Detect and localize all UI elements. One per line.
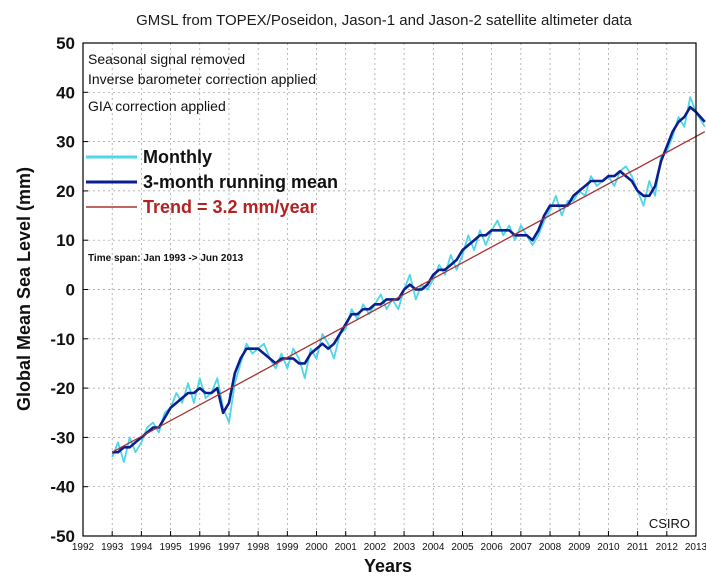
x-tick-label: 2011 [627, 542, 649, 553]
series-line-trend [111, 131, 706, 453]
series-layer [111, 96, 706, 464]
x-tick-label: 2003 [393, 542, 416, 553]
x-tick-label: 2008 [539, 542, 562, 553]
y-axis-ticks: 50 40 30 20 10 0 -10 -20 -30 -40 -50 [50, 34, 88, 546]
legend-label-monthly: Monthly [143, 147, 212, 167]
y-axis-label: Global Mean Sea Level (mm) [14, 167, 34, 411]
x-tick-label: 1999 [276, 542, 299, 553]
series-line-running-mean [112, 105, 706, 454]
y-tick-label: 40 [56, 83, 75, 102]
x-tick-label: 2010 [597, 542, 620, 553]
time-span-note: Time span: Jan 1993 -> Jun 2013 [88, 253, 244, 264]
y-tick-label: 30 [56, 133, 75, 152]
x-axis-ticks: 1992 1993 1994 1995 1996 1997 1998 1999 2000 2001… [72, 531, 706, 553]
x-tick-label: 2002 [364, 542, 387, 553]
y-tick-label: 20 [56, 182, 75, 201]
x-tick-label: 1993 [101, 542, 124, 553]
note-gia: GIA correction applied [88, 98, 226, 114]
y-tick-label: -10 [50, 330, 75, 349]
legend-label-trend: Trend = 3.2 mm/year [143, 197, 317, 217]
x-tick-label: 2000 [305, 542, 328, 553]
y-tick-label: 0 [66, 281, 75, 300]
credit-label: CSIRO [649, 516, 690, 531]
y-tick-label: -40 [50, 478, 75, 497]
x-tick-label: 2006 [481, 542, 504, 553]
x-tick-label: 1997 [218, 542, 241, 553]
notes: Seasonal signal removed Inverse baromete… [88, 51, 316, 264]
chart-title: GMSL from TOPEX/Poseidon, Jason-1 and Ja… [136, 12, 632, 29]
y-tick-label: -20 [50, 379, 75, 398]
note-seasonal: Seasonal signal removed [88, 51, 245, 67]
x-axis-label: Years [364, 556, 412, 576]
x-tick-label: 2005 [451, 542, 474, 553]
y-tick-label: -50 [50, 527, 75, 546]
x-tick-label: 2013 [685, 542, 706, 553]
legend: Monthly 3-month running mean Trend = 3.2… [86, 147, 338, 217]
x-tick-label: 2007 [510, 542, 533, 553]
x-tick-label: 1992 [72, 542, 95, 553]
x-tick-label: 1998 [247, 542, 270, 553]
x-tick-label: 1994 [130, 542, 153, 553]
y-tick-label: 10 [56, 231, 75, 250]
x-tick-label: 1996 [189, 542, 212, 553]
y-tick-label: 50 [56, 34, 75, 53]
legend-label-running-mean: 3-month running mean [143, 172, 338, 192]
x-tick-label: 2012 [656, 542, 679, 553]
x-tick-label: 2001 [335, 542, 358, 553]
x-tick-label: 1995 [159, 542, 182, 553]
x-tick-label: 2009 [568, 542, 591, 553]
x-tick-label: 2004 [422, 542, 445, 553]
note-inverse-barometer: Inverse barometer correction applied [88, 71, 316, 87]
y-tick-label: -30 [50, 428, 75, 447]
